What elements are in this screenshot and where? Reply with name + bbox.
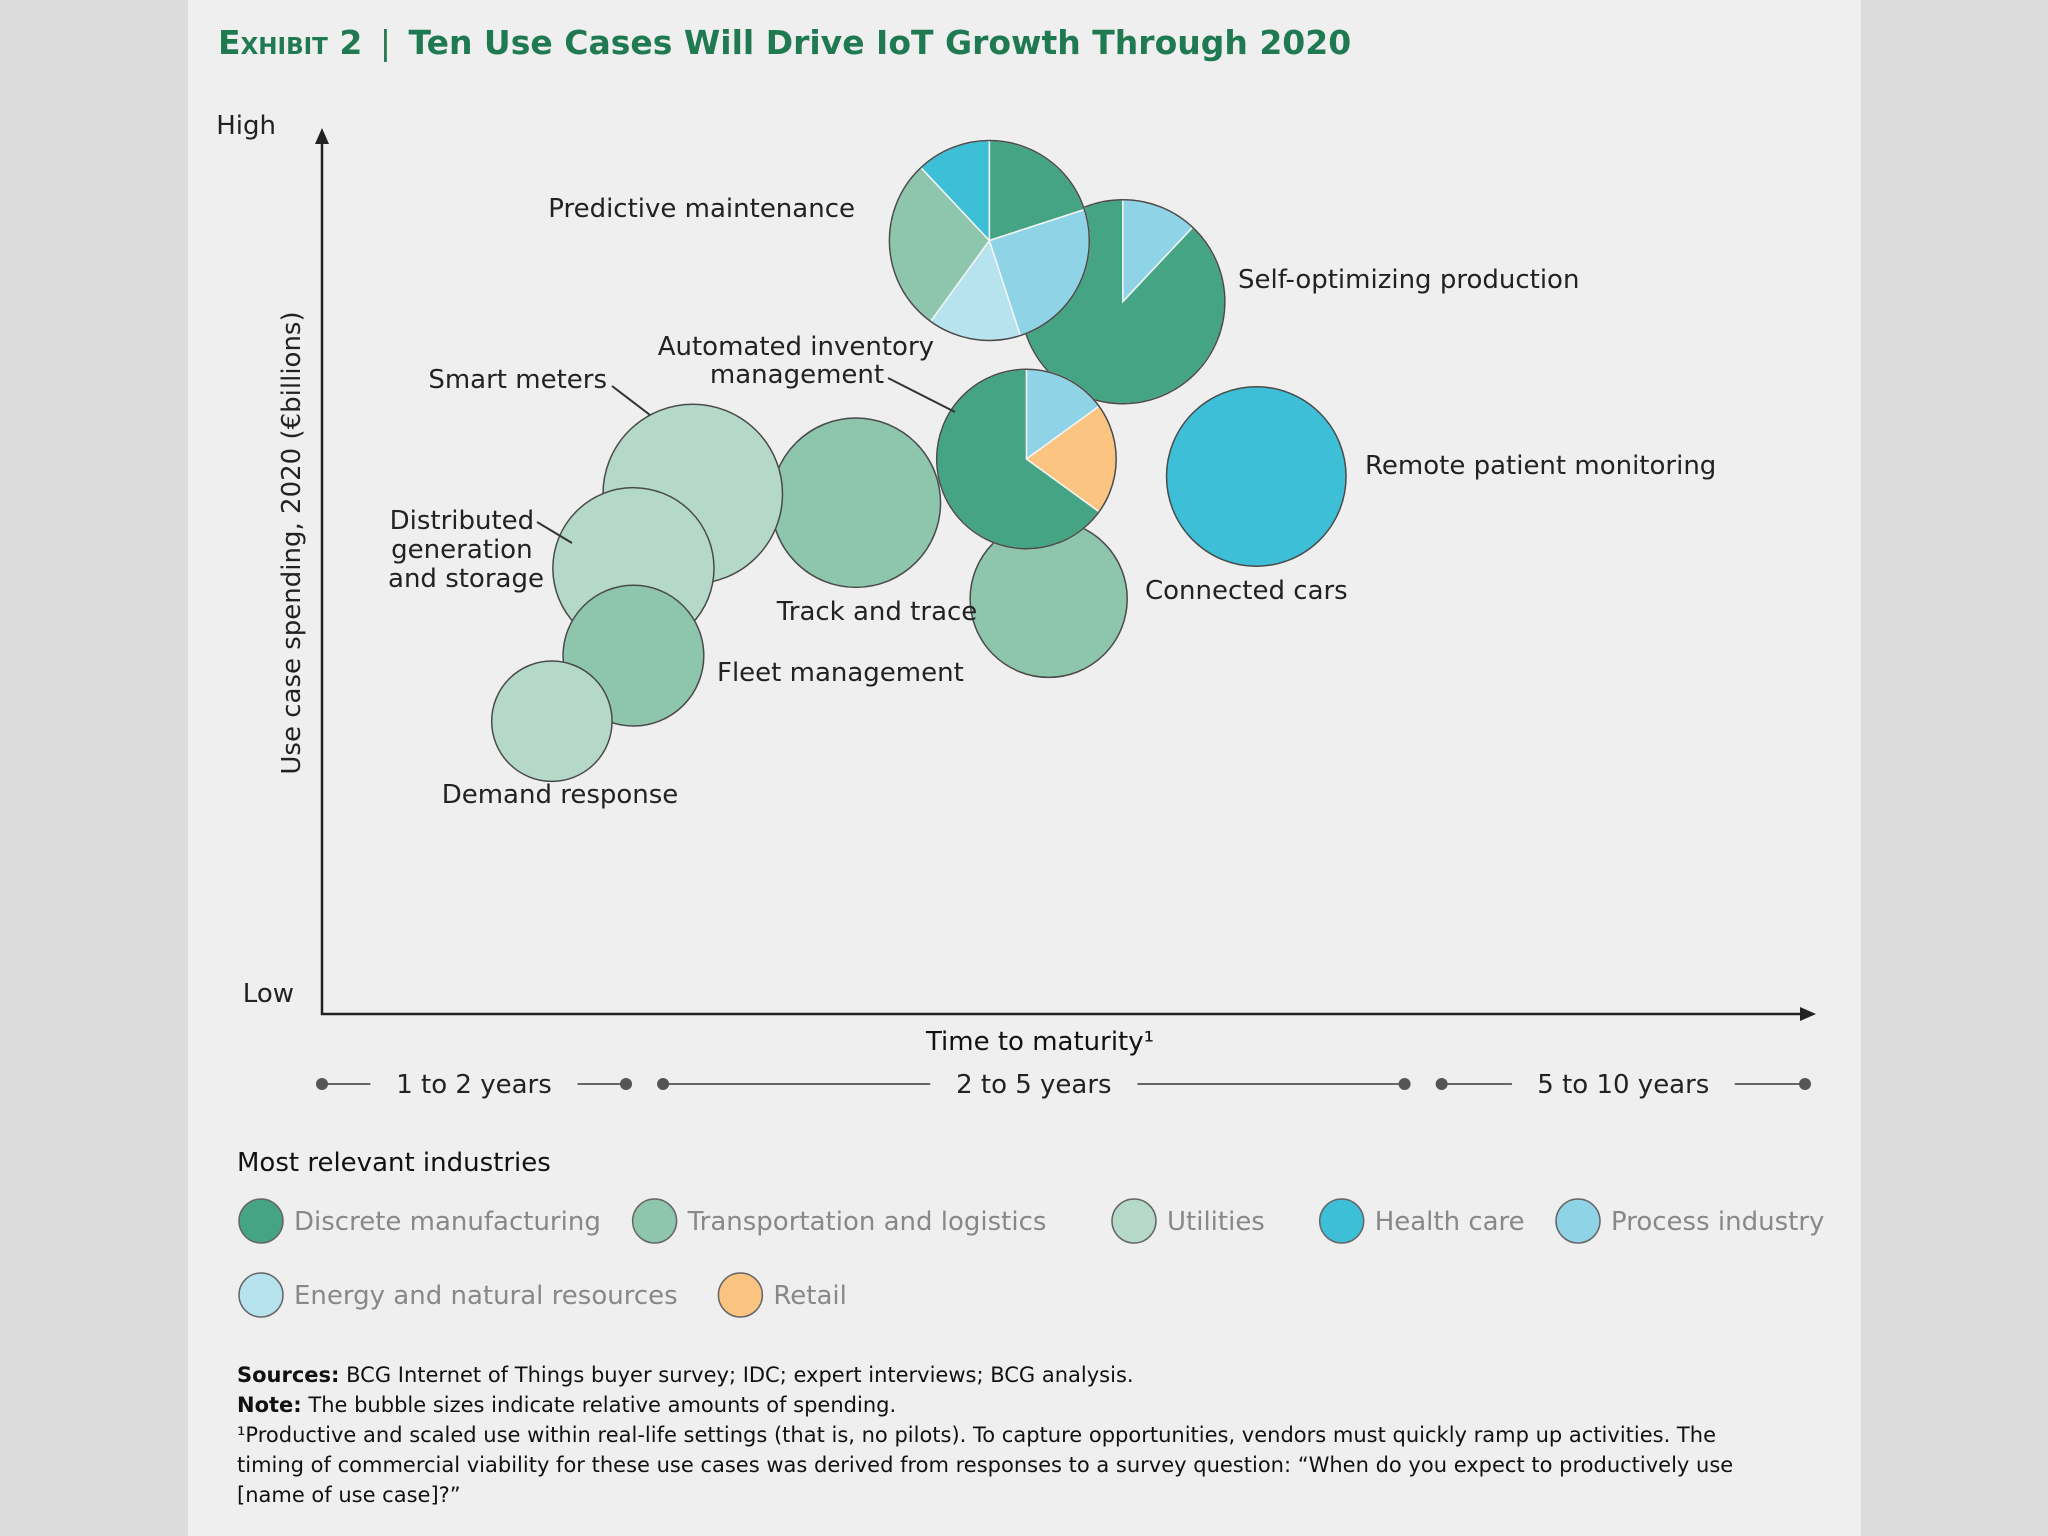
sources-label: Sources:	[237, 1363, 340, 1387]
sources-text: BCG Internet of Things buyer survey; IDC…	[339, 1363, 1134, 1387]
legend-item-energy-and-natural-resources: Energy and natural resources	[238, 1272, 678, 1318]
x-axis-arrow	[1800, 1007, 1816, 1021]
bubble-layer	[490, 139, 1347, 783]
time-range-start-dot	[316, 1078, 328, 1090]
bubble-track-and-trace	[770, 417, 942, 589]
note-label: Note:	[237, 1393, 302, 1417]
legend-label: Process industry	[1611, 1207, 1824, 1237]
label-distributed-generation: Distributed generation and storage	[388, 506, 544, 594]
legend-item-discrete-manufacturing: Discrete manufacturing	[238, 1198, 601, 1244]
y-low-label: Low	[243, 979, 294, 1009]
label-fleet-management: Fleet management	[717, 658, 964, 688]
legend: Discrete manufacturing Transportation and…	[238, 1198, 1824, 1318]
legend-label: Health care	[1375, 1207, 1525, 1237]
time-range-end-dot	[620, 1078, 633, 1090]
bubble-predictive-maintenance	[888, 139, 1091, 342]
y-axis-arrow	[315, 128, 329, 144]
time-range-2-to-5-years: 2 to 5 years	[657, 1070, 1411, 1100]
legend-swatch	[1318, 1198, 1365, 1244]
smart-meters-leader	[611, 385, 651, 416]
legend-swatch	[1111, 1198, 1157, 1244]
time-range-label: 5 to 10 years	[1537, 1070, 1709, 1100]
legend-swatch	[631, 1198, 678, 1244]
label-connected-cars: Connected cars	[1145, 576, 1348, 606]
legend-swatch	[238, 1272, 284, 1318]
sources-line: Sources: BCG Internet of Things buyer su…	[237, 1360, 1777, 1390]
bubble-automated-inventory-management	[935, 368, 1117, 550]
legend-swatch	[717, 1272, 764, 1318]
chart-title: Exhibit 2 | Ten Use Cases Will Drive IoT…	[218, 23, 1351, 62]
time-range-scale: 1 to 2 years 2 to 5 years 5 to 10 years	[316, 1070, 1811, 1100]
legend-item-process-industry: Process industry	[1555, 1198, 1824, 1244]
label-track-and-trace: Track and trace	[776, 597, 978, 627]
bubble-slice-health-care	[1165, 385, 1347, 567]
bubble-outline	[935, 368, 1117, 550]
footer: Sources: BCG Internet of Things buyer su…	[237, 1360, 1777, 1510]
label-demand-response: Demand response	[442, 780, 679, 810]
label-self-optimizing-production: Self-optimizing production	[1238, 265, 1579, 295]
time-range-end-dot	[1398, 1078, 1411, 1090]
bubble-slice-utilities	[490, 660, 613, 783]
label-remote-patient-monitoring: Remote patient monitoring	[1365, 451, 1716, 481]
label-automated-inventory-line1: Automated inventory	[658, 332, 934, 362]
y-axis-label: Use case spending, 2020 (€billions)	[277, 311, 307, 774]
time-range-1-to-2-years: 1 to 2 years	[316, 1070, 633, 1100]
x-axis-label: Time to maturity¹	[925, 1027, 1154, 1057]
label-automated-inventory-line2: management	[710, 360, 884, 390]
legend-label: Energy and natural resources	[294, 1281, 678, 1311]
distributed-generation-leader	[536, 521, 573, 544]
y-high-label: High	[216, 111, 276, 141]
legend-item-transportation-and-logistics: Transportation and logistics	[631, 1198, 1047, 1244]
label-automated-inventory: Automated inventory management	[658, 332, 943, 390]
time-range-end-dot	[1799, 1078, 1811, 1090]
time-range-start-dot	[1435, 1078, 1448, 1090]
bubble-slice-transportation-and-logistics	[770, 417, 942, 589]
bubble-labels: Predictive maintenance Self-optimizing p…	[388, 194, 1716, 810]
note-text: The bubble sizes indicate relative amoun…	[301, 1393, 897, 1417]
legend-label: Discrete manufacturing	[294, 1207, 601, 1237]
legend-swatch	[238, 1198, 284, 1244]
legend-label: Utilities	[1167, 1207, 1265, 1237]
label-predictive-maintenance: Predictive maintenance	[548, 194, 855, 224]
exhibit-title: Ten Use Cases Will Drive IoT Growth Thro…	[408, 23, 1351, 62]
time-range-5-to-10-years: 5 to 10 years	[1435, 1070, 1811, 1100]
note-line: Note: The bubble sizes indicate relative…	[237, 1390, 1777, 1420]
label-smart-meters: Smart meters	[428, 365, 607, 395]
legend-item-health-care: Health care	[1318, 1198, 1525, 1244]
automated-inventory-leader	[887, 377, 956, 413]
time-range-start-dot	[657, 1078, 670, 1090]
legend-title: Most relevant industries	[237, 1148, 551, 1178]
time-range-label: 1 to 2 years	[396, 1070, 552, 1100]
footnote: ¹Productive and scaled use within real-l…	[237, 1423, 1734, 1507]
bubble-demand-response	[490, 660, 613, 783]
legend-label: Transportation and logistics	[687, 1207, 1047, 1237]
time-range-label: 2 to 5 years	[956, 1070, 1112, 1100]
legend-item-utilities: Utilities	[1111, 1198, 1265, 1244]
exhibit-label: Exhibit 2	[218, 23, 362, 62]
bubble-outline	[888, 139, 1091, 342]
label-leaders	[536, 377, 956, 544]
legend-label: Retail	[773, 1281, 846, 1311]
legend-item-retail: Retail	[717, 1272, 847, 1318]
bubble-remote-patient-monitoring	[1165, 385, 1347, 567]
legend-swatch	[1555, 1198, 1601, 1244]
